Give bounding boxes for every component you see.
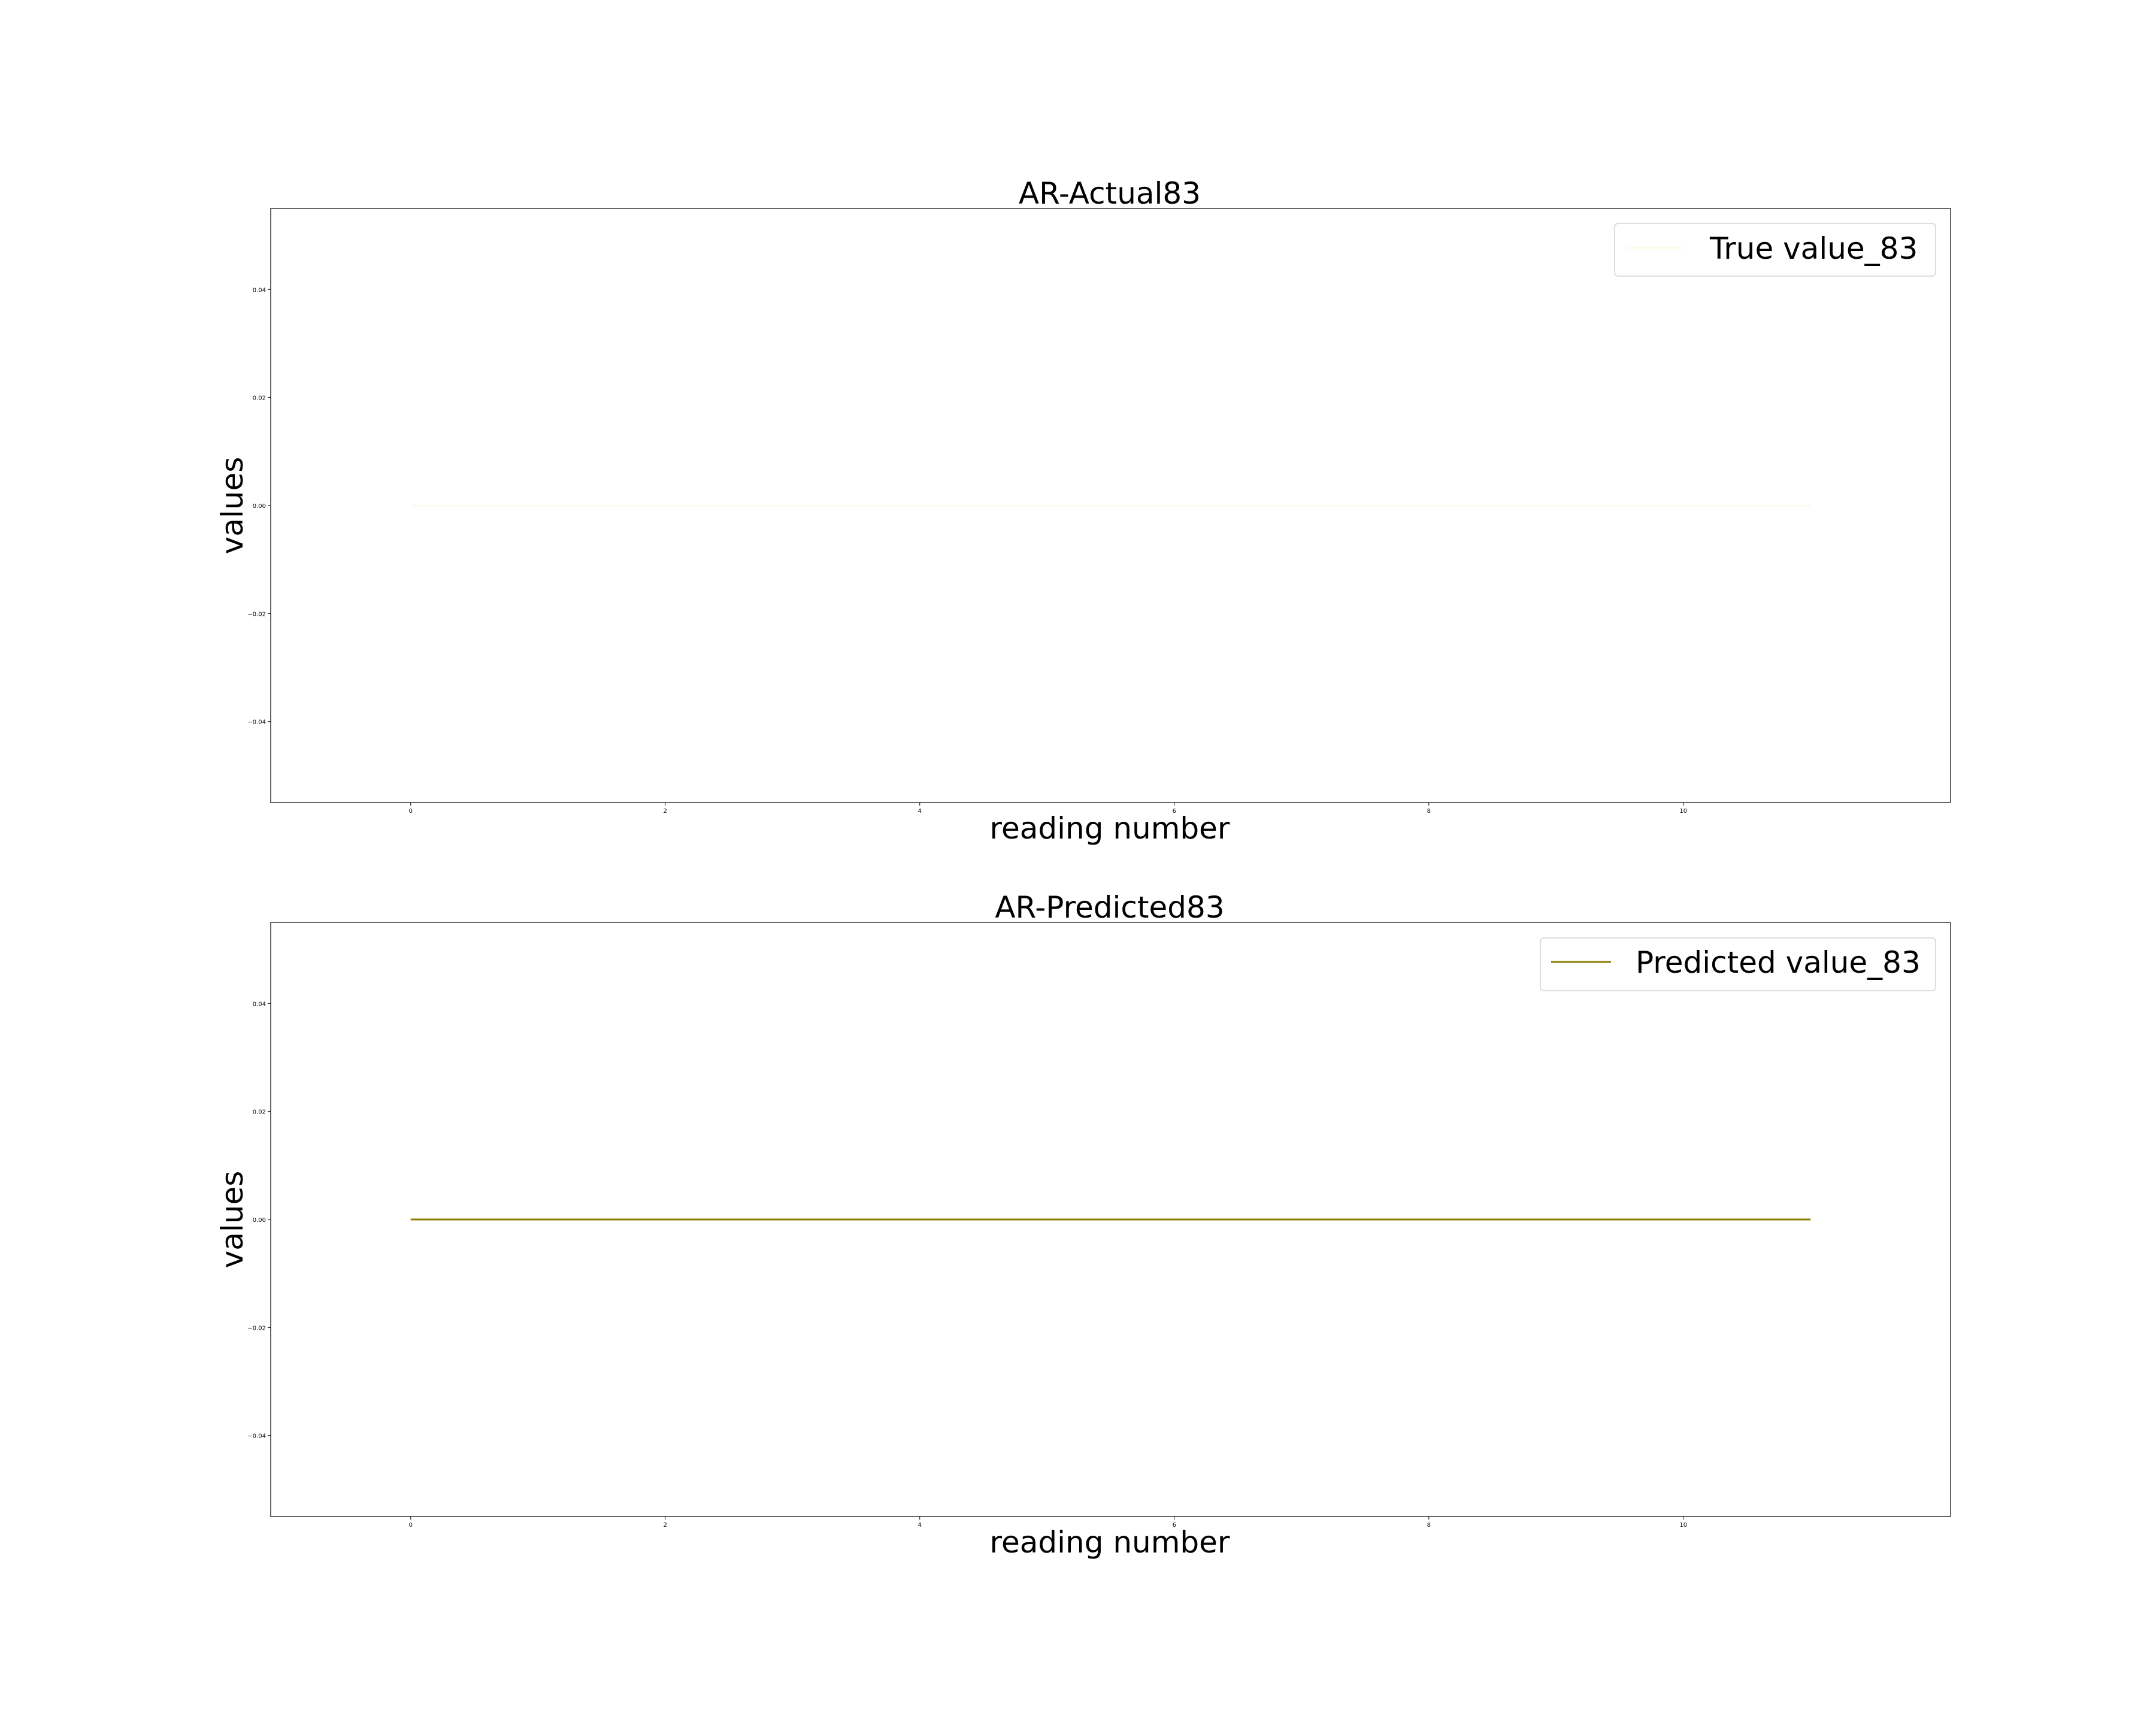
x-axis: 0 2 4 6 8 10: [409, 803, 1687, 815]
y-tick-label: −0.02: [247, 1325, 266, 1331]
x-tick-label: 8: [1427, 808, 1431, 815]
y-tick-label: −0.02: [247, 611, 266, 618]
y-tick-label: 0.02: [253, 1109, 266, 1116]
x-tick-label: 8: [1427, 1522, 1431, 1529]
x-axis-label: reading number: [990, 1525, 1230, 1560]
x-axis: 0 2 4 6 8 10: [409, 1517, 1687, 1529]
x-tick-label: 4: [918, 1522, 922, 1529]
y-tick-label: −0.04: [247, 719, 266, 726]
legend-box: [1614, 223, 1936, 277]
y-tick-label: 0.04: [253, 1001, 266, 1007]
y-axis: −0.04 −0.02 0.00 0.02 0.04: [247, 1001, 271, 1440]
legend-box: [1540, 937, 1936, 991]
y-tick-label: 0.00: [253, 1217, 266, 1224]
y-tick-label: 0.02: [253, 395, 266, 402]
y-axis: −0.04 −0.02 0.00 0.02 0.04: [247, 287, 271, 726]
chart-title: AR-Actual83: [1019, 176, 1201, 211]
legend: True value_83: [1614, 223, 1936, 277]
x-tick-label: 2: [664, 808, 667, 815]
x-tick-label: 4: [918, 808, 922, 815]
y-tick-label: −0.04: [247, 1433, 266, 1440]
y-tick-label: 0.04: [253, 287, 266, 293]
legend: Predicted value_83: [1540, 937, 1936, 991]
x-tick-label: 10: [1679, 808, 1687, 815]
y-axis-label: values: [215, 457, 250, 555]
subplot-actual: AR-Actual83 0 2 4 6 8 10 −0.04 −0.02 0.00 0.02 0.…: [215, 176, 1951, 846]
y-axis-label: values: [215, 1171, 250, 1269]
legend-label: True value_83: [1709, 231, 1918, 266]
x-axis-label: reading number: [990, 811, 1230, 846]
y-tick-label: 0.00: [253, 503, 266, 510]
subplot-predicted: AR-Predicted83 0 2 4 6 8 10 −0.04 −0.02 0.00 0.0…: [215, 890, 1951, 1560]
chart-title: AR-Predicted83: [995, 890, 1224, 925]
legend-label: Predicted value_83: [1636, 945, 1921, 980]
x-tick-label: 6: [1173, 808, 1176, 815]
x-tick-label: 2: [664, 1522, 667, 1529]
x-tick-label: 6: [1173, 1522, 1176, 1529]
x-tick-label: 10: [1679, 1522, 1687, 1529]
x-tick-label: 0: [409, 808, 413, 815]
x-tick-label: 0: [409, 1522, 413, 1529]
